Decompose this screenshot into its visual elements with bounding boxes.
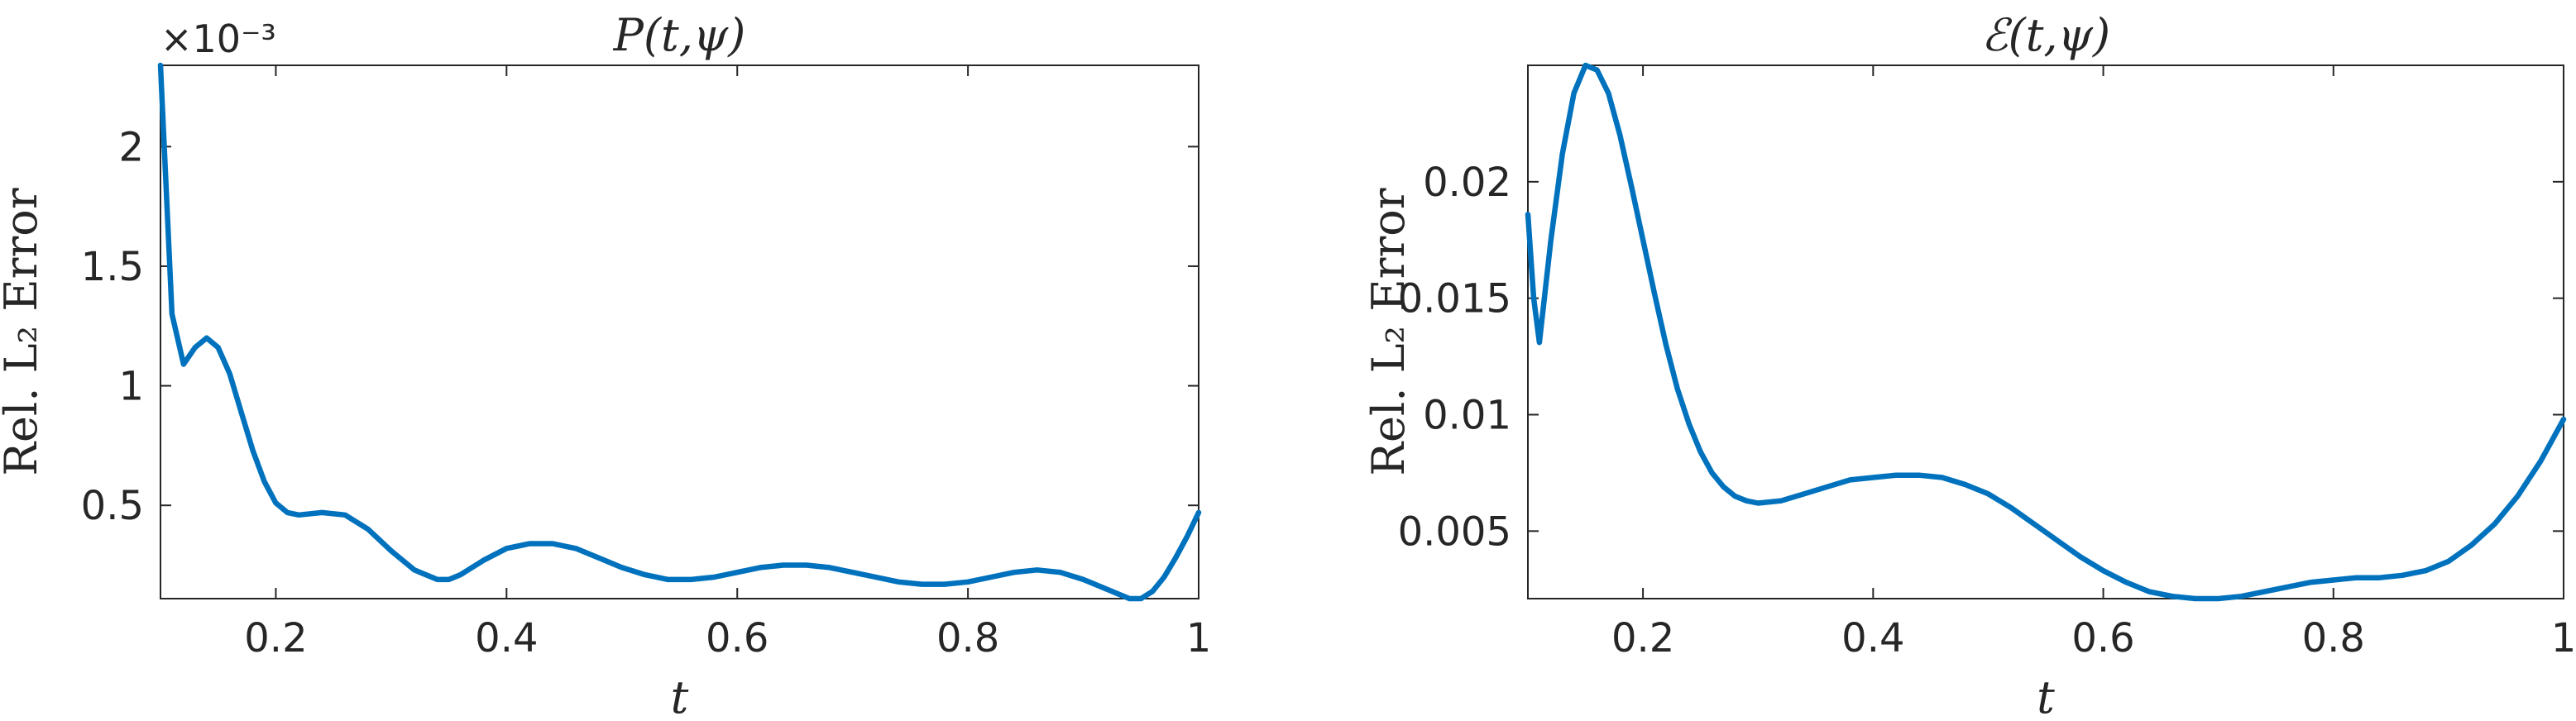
y-axis-label: Rel. L₂ Error: [0, 188, 47, 475]
x-tick-label: 0.6: [2071, 615, 2134, 661]
x-tick-label: 0.6: [706, 615, 768, 661]
x-tick-label: 0.8: [2302, 615, 2365, 661]
series-line: [157, 62, 1202, 602]
axes-box: [160, 64, 1199, 599]
y-tick-label: 0.015: [1398, 276, 1511, 322]
y-tick-label: 2: [118, 124, 144, 170]
x-tick-label: 0.4: [475, 615, 538, 661]
x-tick-label: 0.2: [244, 615, 307, 661]
y-tick-label: 0.005: [1398, 509, 1511, 555]
x-tick-label: 1: [2551, 615, 2576, 661]
x-tick-label: 1: [1186, 615, 1212, 661]
x-axis-label: t: [671, 671, 689, 721]
chart-title: P(t,ψ): [613, 9, 746, 61]
y-tick-label: 0.02: [1423, 160, 1511, 206]
y-tick-label: 0.5: [81, 483, 144, 529]
y-tick-label: 0.01: [1423, 392, 1511, 438]
chart-e-panel: 0.2 0.4 0.6 0.8 1 0.005 0.01 0.015 0.02 ℰ(t,ψ) t Re…: [1362, 9, 2576, 721]
x-tick-label: 0.2: [1611, 615, 1674, 661]
y-tick-label: 1.5: [81, 244, 144, 290]
series-line: [1525, 62, 2567, 602]
x-tick-label: 0.8: [936, 615, 999, 661]
x-axis-label: t: [2037, 671, 2055, 721]
chart-p-panel: 0.2 0.4 0.6 0.8 1 0.5 1 1.5 2 ×10⁻³ P(t,ψ) t Rel. L₂…: [0, 9, 1211, 721]
axes-box: [1527, 64, 2564, 599]
y-axis-label: Rel. L₂ Error: [1362, 188, 1415, 475]
x-tick-label: 0.4: [1841, 615, 1904, 661]
y-tick-label: 1: [118, 364, 144, 410]
y-exponent-label: ×10⁻³: [160, 17, 276, 61]
chart-title: ℰ(t,ψ): [1981, 9, 2110, 61]
